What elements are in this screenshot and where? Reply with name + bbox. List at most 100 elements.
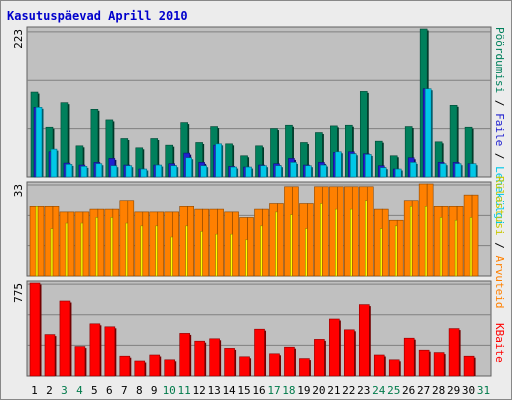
- visits-bar-shadow: [412, 128, 414, 177]
- pages-bar: [95, 163, 104, 178]
- kbytes-bar: [59, 300, 72, 377]
- legend-middle: Rülastusi / Arvuteid: [493, 176, 506, 308]
- kbytes-bar-shadow: [279, 355, 281, 376]
- panel-top: 223: [12, 26, 492, 178]
- pages-bar: [125, 165, 134, 178]
- hosts-bar-front: [471, 194, 479, 277]
- kbytes-bar-body: [448, 328, 460, 377]
- pages-bar-body: [80, 166, 88, 178]
- kbytes-bar-shadow: [399, 361, 401, 376]
- day-label: 27: [417, 384, 430, 397]
- pages-bar: [245, 166, 254, 178]
- pages-bar-body: [65, 164, 73, 178]
- pages-bar: [185, 157, 194, 178]
- pages-bar-shadow: [146, 170, 149, 177]
- pages-bar: [394, 168, 403, 178]
- kbytes-bar: [44, 334, 57, 377]
- day-label: 24: [372, 384, 386, 397]
- kbytes-bar: [224, 348, 237, 377]
- pages-bar-body: [125, 165, 133, 178]
- pages-bar-body: [364, 154, 372, 178]
- visits-bar-shadow: [82, 147, 85, 177]
- kbytes-bar-body: [74, 346, 86, 377]
- legend-bottom: KBaite: [493, 323, 506, 363]
- kbytes-bar-shadow: [99, 325, 102, 376]
- kbytes-bar: [119, 355, 132, 377]
- pages-bar-shadow: [356, 155, 358, 177]
- kbytes-bar-shadow: [144, 362, 147, 376]
- kbytes-bar: [194, 340, 207, 377]
- kbytes-bar-shadow: [429, 351, 431, 376]
- visits-bar-shadow: [292, 126, 294, 177]
- pages-bar-body: [335, 151, 342, 178]
- kbytes-bar: [254, 328, 267, 377]
- day-label: 2: [46, 384, 53, 397]
- pages-bar-body: [140, 168, 148, 178]
- kbytes-bar-body: [239, 356, 250, 377]
- hosts-bar-front: [157, 211, 165, 277]
- hosts-bar-front: [366, 186, 374, 277]
- pages-bar: [140, 168, 149, 178]
- pages-bar-shadow: [116, 167, 119, 177]
- kbytes-bar-shadow: [54, 336, 57, 376]
- kbytes-bar-shadow: [354, 331, 356, 376]
- pages-bar-shadow: [296, 163, 298, 177]
- kbytes-bar: [299, 358, 311, 377]
- pages-bar: [335, 151, 343, 178]
- hosts-bar-front: [307, 203, 314, 277]
- hosts-bar-front: [426, 183, 434, 277]
- hosts-bar-front: [262, 208, 269, 277]
- pages-bar-body: [95, 163, 103, 178]
- day-label: 26: [402, 384, 415, 397]
- kbytes-bar-body: [29, 282, 41, 377]
- kbytes-bar-body: [314, 339, 325, 377]
- kbytes-bar-shadow: [129, 357, 132, 376]
- visits-bar-shadow: [67, 104, 70, 177]
- kbytes-bar: [329, 318, 341, 377]
- kbytes-bar-shadow: [414, 339, 416, 376]
- kbytes-bar-body: [329, 318, 340, 377]
- pages-bar: [35, 107, 44, 178]
- visits-bar-shadow: [382, 142, 384, 177]
- pages-bar-shadow: [86, 167, 89, 177]
- visits-bar-shadow: [157, 140, 160, 177]
- pages-bar-body: [200, 165, 207, 178]
- kbytes-bar-shadow: [204, 342, 207, 376]
- pages-bar-body: [170, 165, 178, 178]
- pages-bar-body: [394, 168, 402, 178]
- kbytes-bar-body: [403, 337, 415, 377]
- kbytes-bar-body: [104, 326, 116, 377]
- visits-bar-shadow: [172, 146, 175, 177]
- legend-top-part: Lehekülgi: [493, 166, 506, 226]
- kbytes-bar: [433, 352, 446, 377]
- pages-bar-body: [469, 163, 477, 178]
- pages-bar-body: [110, 165, 118, 178]
- kbytes-bar-shadow: [264, 330, 267, 376]
- pages-bar: [439, 163, 448, 178]
- day-label: 17: [267, 384, 280, 397]
- day-label: 16: [252, 384, 265, 397]
- kbytes-bar: [164, 359, 177, 377]
- pages-bar-shadow: [461, 165, 463, 177]
- kbytes-bar-body: [463, 355, 475, 377]
- kbytes-bar-shadow: [174, 361, 177, 376]
- pages-bar-body: [245, 166, 252, 178]
- kbytes-bar: [314, 339, 326, 377]
- legend-top: Pöördumisi / Faile / Lehekülgi: [493, 27, 506, 226]
- pages-bar: [469, 163, 478, 178]
- kbytes-bar-body: [358, 304, 370, 377]
- kbytes-bar-body: [44, 334, 56, 377]
- pages-bar-shadow: [401, 170, 403, 177]
- visits-bar-shadow: [457, 106, 459, 177]
- pages-bar: [409, 162, 418, 178]
- kbytes-bar-body: [388, 359, 400, 377]
- legend-middle-part: Rülastusi: [493, 176, 506, 236]
- day-label: 4: [76, 384, 83, 397]
- hosts-bar-front: [441, 206, 449, 277]
- pages-bar: [350, 153, 358, 178]
- kbytes-bar-body: [284, 346, 295, 377]
- pages-bar-shadow: [176, 167, 179, 177]
- pages-bar: [260, 165, 269, 178]
- kbytes-bar-body: [59, 300, 71, 377]
